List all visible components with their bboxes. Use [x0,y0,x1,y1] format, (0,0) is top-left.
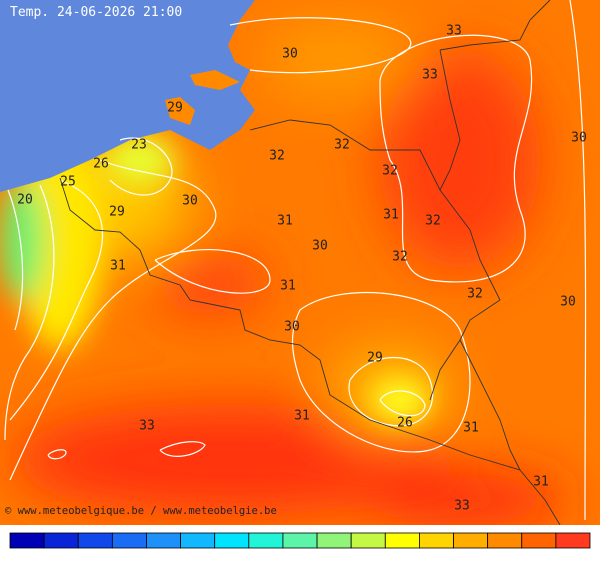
contour-label: 31 [533,475,549,490]
colorbar-swatch [555,532,591,549]
contour-label: 32 [425,214,441,229]
contour-label: 30 [312,239,328,254]
contour-label: 32 [382,164,398,179]
colorbar-swatch [350,532,386,549]
contour-label: 33 [454,499,470,514]
contour-label: 31 [463,421,479,436]
contour-label: 31 [280,279,296,294]
colorbar [9,532,591,549]
contour-label: 26 [397,416,413,431]
colorbar-swatch [146,532,181,549]
contour-label: 32 [467,287,483,302]
colorbar-swatch [43,532,79,549]
contour-label: 31 [110,259,126,274]
contour-label: 30 [571,131,587,146]
contour-labels: 33 30 33 29 30 23 32 32 26 32 25 20 30 29 31 32 31 30 32 31… [17,24,587,514]
colorbar-swatch [521,532,557,549]
colorbar-swatch [419,532,454,549]
contour-label: 31 [383,208,399,223]
contour-label: 25 [60,175,76,190]
colorbar-swatch [453,532,489,549]
colorbar-swatch [180,532,216,549]
contour-label: 30 [182,194,198,209]
contour-label: 32 [269,149,285,164]
colorbar-swatch [77,532,113,549]
colorbar-swatch [248,532,284,549]
copyright: © www.meteobelgique.be / www.meteobelgie… [5,505,277,517]
contour-label: 26 [93,157,109,172]
colorbar-swatch [282,532,318,549]
temperature-field [0,0,600,525]
colorbar-swatch [384,532,420,549]
colorbar-swatch [316,532,352,549]
contour-label: 31 [277,214,293,229]
contour-label: 30 [560,295,576,310]
contour-label: 33 [139,419,155,434]
contour-label: 33 [422,68,438,83]
contour-label: 30 [284,320,300,335]
contour-label: 29 [109,205,125,220]
map-title: Temp. 24-06-2026 21:00 [10,5,182,20]
contour-label: 31 [294,409,310,424]
contour-label: 33 [446,24,462,39]
contour-label: 29 [367,351,383,366]
contour-label: 23 [131,138,147,153]
contour-label: 32 [392,250,408,265]
contour-label: 29 [167,101,183,116]
colorbar-swatch [9,532,45,549]
colorbar-swatch [487,532,523,549]
contour-label: 30 [282,47,298,62]
colorbar-swatch [111,532,147,549]
contour-label: 20 [17,193,33,208]
contour-label: 32 [334,138,350,153]
colorbar-swatch [214,532,250,549]
